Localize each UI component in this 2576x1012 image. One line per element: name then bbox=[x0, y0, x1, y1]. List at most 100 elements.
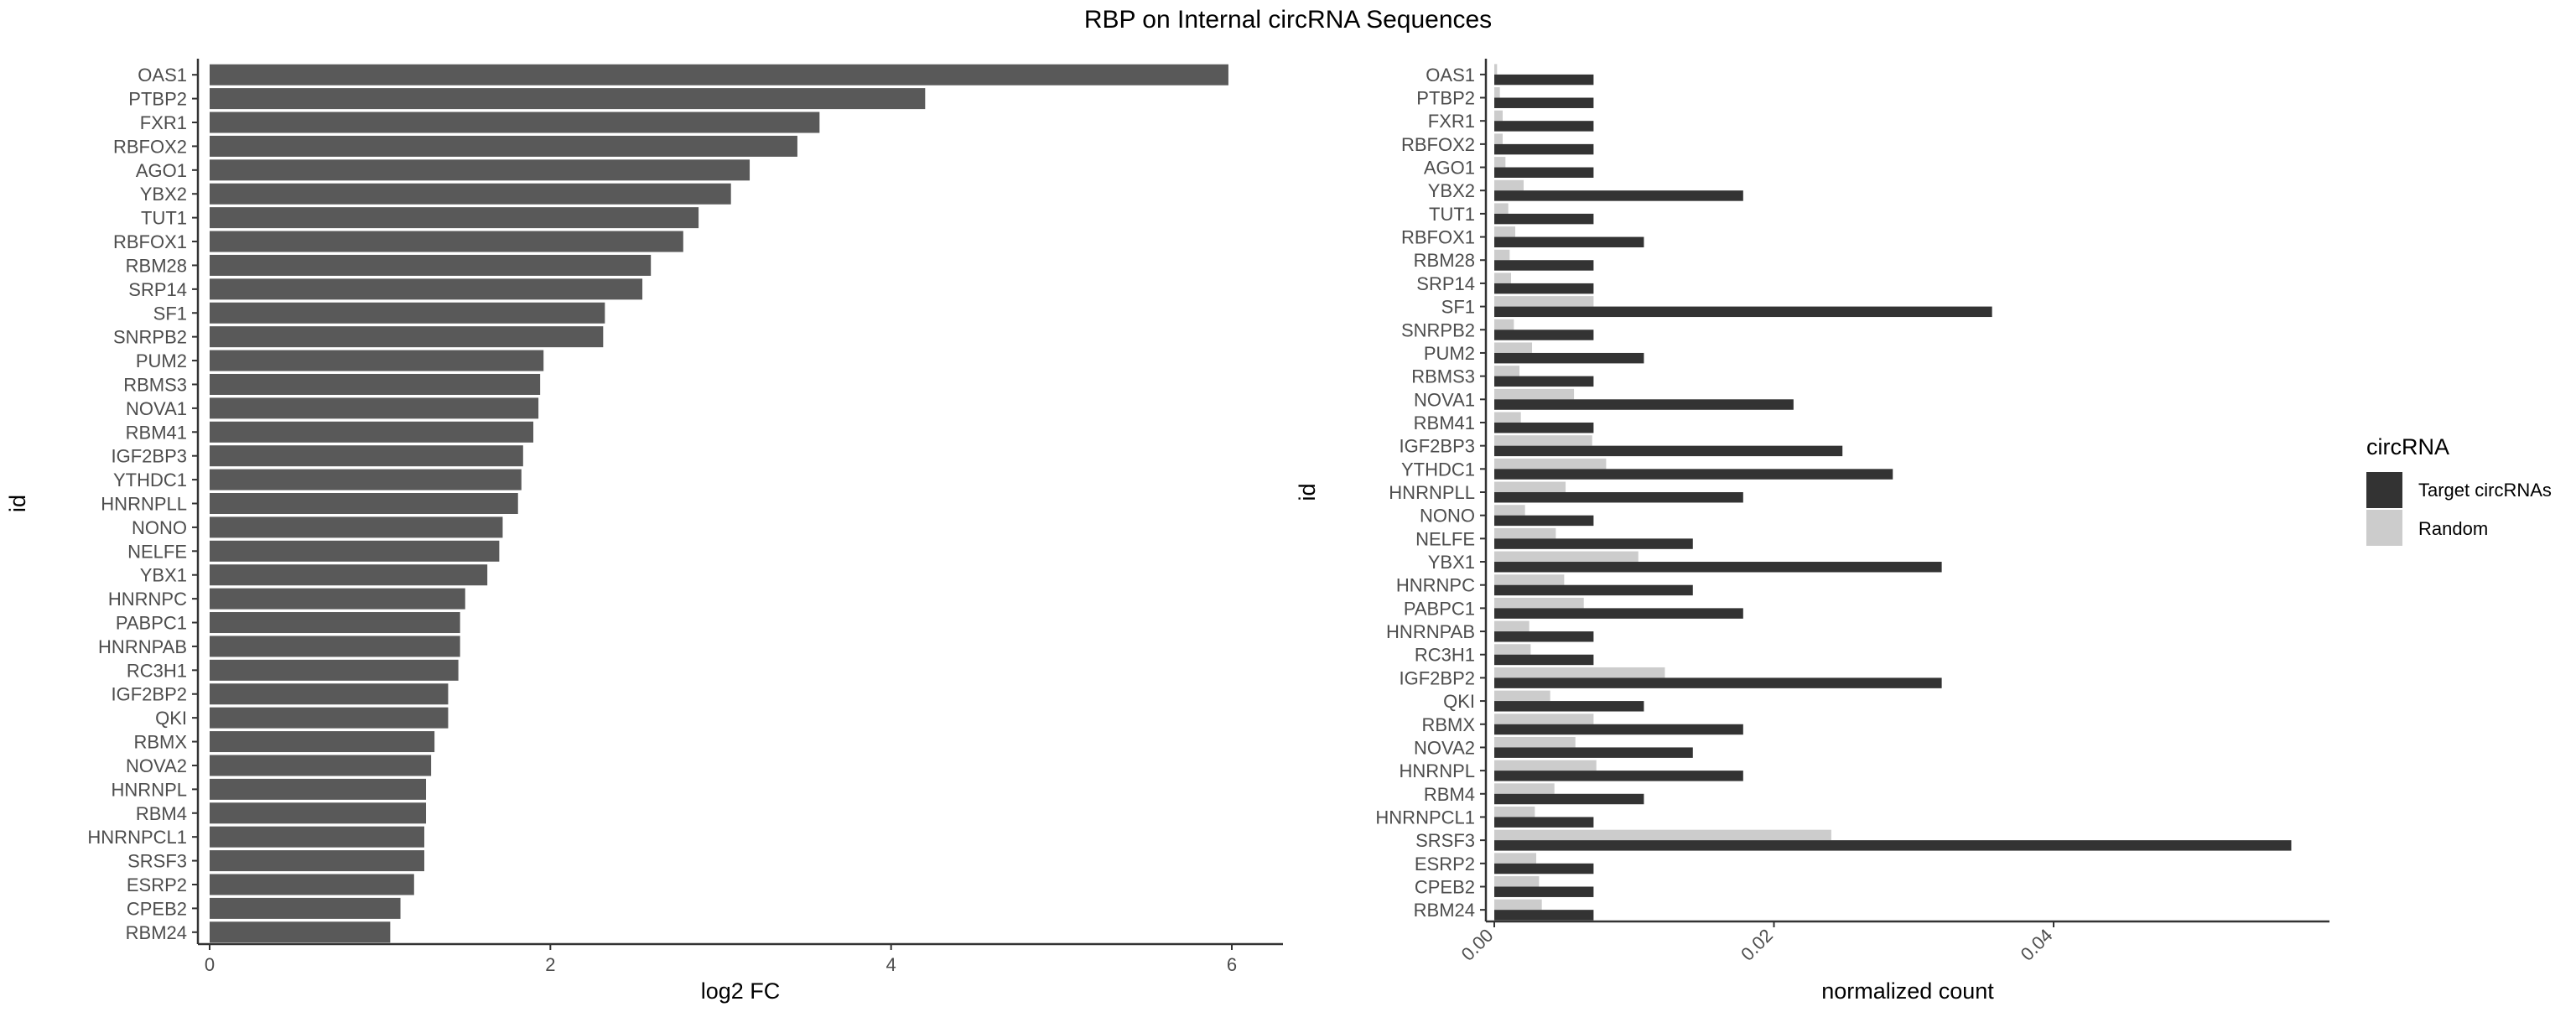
y-tick-label-rc3h1: RC3H1 bbox=[1415, 645, 1475, 666]
bar-target-hnrnpl bbox=[1494, 771, 1743, 781]
legend-title: circRNA bbox=[2366, 434, 2449, 459]
bar-random-oas1 bbox=[1494, 64, 1498, 75]
x-tick-label: 0.04 bbox=[2017, 925, 2057, 965]
bar-qki bbox=[210, 707, 449, 729]
bar-random-rbm4 bbox=[1494, 783, 1555, 794]
bar-random-rbfox1 bbox=[1494, 226, 1516, 237]
y-tick-label-snrpb2: SNRPB2 bbox=[1401, 319, 1475, 340]
left-y-axis-label: id bbox=[5, 495, 30, 512]
y-tick-label-pabpc1: PABPC1 bbox=[1404, 598, 1475, 619]
bar-esrp2 bbox=[210, 874, 414, 895]
y-tick-label-oas1: OAS1 bbox=[1426, 65, 1475, 86]
y-tick-label-srsf3: SRSF3 bbox=[1415, 830, 1475, 851]
y-tick-label-ythdc1: YTHDC1 bbox=[1401, 459, 1475, 480]
right-y-axis-label: id bbox=[1295, 483, 1320, 501]
bar-target-ybx2 bbox=[1494, 190, 1743, 201]
bar-target-ptbp2 bbox=[1494, 97, 1594, 108]
bar-random-hnrnpab bbox=[1494, 620, 1530, 632]
y-tick-label-igf2bp2: IGF2BP2 bbox=[112, 684, 187, 705]
y-tick-label-fxr1: FXR1 bbox=[1428, 111, 1475, 132]
bar-random-esrp2 bbox=[1494, 853, 1537, 864]
y-tick-label-nova2: NOVA2 bbox=[126, 755, 187, 776]
bar-target-fxr1 bbox=[1494, 121, 1594, 132]
x-tick-label: 6 bbox=[1227, 954, 1237, 975]
bar-random-qki bbox=[1494, 690, 1550, 702]
bar-target-sf1 bbox=[1494, 306, 1992, 318]
bar-random-nova1 bbox=[1494, 388, 1575, 400]
bar-target-hnrnpcl1 bbox=[1494, 817, 1594, 828]
bar-random-fxr1 bbox=[1494, 110, 1504, 122]
bar-target-rbms3 bbox=[1494, 376, 1594, 387]
bar-random-nova2 bbox=[1494, 736, 1576, 748]
y-tick-label-rbm41: RBM41 bbox=[126, 422, 187, 443]
right-x-axis-label: normalized count bbox=[1821, 978, 1994, 1004]
bar-target-nova1 bbox=[1494, 399, 1794, 410]
bar-srsf3 bbox=[210, 850, 424, 872]
y-tick-label-hnrnpll: HNRNPLL bbox=[1389, 482, 1475, 503]
right-x-ticks: 0.00 0.02 0.04 bbox=[1457, 921, 2057, 965]
y-tick-label-nelfe: NELFE bbox=[1415, 528, 1475, 549]
y-tick-label-pabpc1: PABPC1 bbox=[116, 613, 187, 634]
y-tick-label-nova1: NOVA1 bbox=[126, 398, 187, 419]
bar-random-srsf3 bbox=[1494, 829, 1831, 841]
y-tick-label-hnrnpc: HNRNPC bbox=[1396, 575, 1475, 596]
bar-hnrnpc bbox=[210, 588, 465, 610]
y-tick-label-rbfox1: RBFOX1 bbox=[1401, 227, 1475, 248]
bar-random-ybx1 bbox=[1494, 551, 1639, 563]
bar-target-rbm41 bbox=[1494, 422, 1594, 433]
y-tick-label-hnrnpcl1: HNRNPCL1 bbox=[1375, 807, 1475, 828]
bar-target-pum2 bbox=[1494, 352, 1644, 364]
y-tick-label-qki: QKI bbox=[155, 708, 187, 729]
bar-random-tut1 bbox=[1494, 203, 1509, 214]
y-tick-label-srsf3: SRSF3 bbox=[127, 851, 187, 872]
y-tick-label-ybx1: YBX1 bbox=[140, 565, 187, 586]
bar-snrpb2 bbox=[210, 326, 604, 348]
bar-ago1 bbox=[210, 159, 750, 181]
y-tick-label-nova2: NOVA2 bbox=[1414, 737, 1475, 758]
y-tick-label-rbm28: RBM28 bbox=[126, 255, 187, 276]
bar-target-esrp2 bbox=[1494, 863, 1594, 874]
bar-random-srp14 bbox=[1494, 272, 1512, 283]
bar-target-igf2bp3 bbox=[1494, 445, 1843, 457]
bar-target-rbmx bbox=[1494, 724, 1743, 735]
bar-target-tut1 bbox=[1494, 213, 1594, 225]
y-tick-label-ptbp2: PTBP2 bbox=[1416, 88, 1475, 109]
y-tick-label-tut1: TUT1 bbox=[141, 208, 187, 229]
y-tick-label-srp14: SRP14 bbox=[1416, 273, 1475, 294]
y-tick-label-fxr1: FXR1 bbox=[140, 112, 187, 133]
y-tick-label-sf1: SF1 bbox=[1441, 297, 1475, 318]
bar-target-hnrnpll bbox=[1494, 492, 1743, 503]
y-tick-label-nono: NONO bbox=[1420, 506, 1475, 527]
y-tick-label-rbm41: RBM41 bbox=[1414, 413, 1475, 433]
y-tick-label-rbms3: RBMS3 bbox=[1411, 366, 1475, 387]
bar-target-igf2bp2 bbox=[1494, 677, 1942, 688]
bar-target-nelfe bbox=[1494, 538, 1693, 549]
y-tick-label-rbms3: RBMS3 bbox=[123, 374, 187, 395]
bar-target-snrpb2 bbox=[1494, 330, 1594, 340]
bar-rbm24 bbox=[210, 921, 391, 943]
left-x-ticks: 0 2 4 6 bbox=[205, 944, 1237, 975]
bar-rbmx bbox=[210, 731, 435, 753]
y-tick-label-igf2bp3: IGF2BP3 bbox=[1400, 436, 1475, 457]
left-bars bbox=[210, 64, 1228, 943]
right-bars bbox=[1494, 64, 2292, 921]
y-tick-label-rbm24: RBM24 bbox=[126, 922, 187, 943]
bar-random-igf2bp2 bbox=[1494, 667, 1665, 678]
bar-target-qki bbox=[1494, 701, 1644, 712]
bar-hnrnpl bbox=[210, 778, 427, 800]
bar-rbfox1 bbox=[210, 231, 683, 252]
y-tick-label-hnrnpab: HNRNPAB bbox=[1386, 621, 1475, 642]
y-tick-label-ythdc1: YTHDC1 bbox=[113, 470, 187, 490]
bar-random-ythdc1 bbox=[1494, 458, 1607, 470]
y-tick-label-hnrnpl: HNRNPL bbox=[1400, 760, 1475, 781]
y-tick-label-snrpb2: SNRPB2 bbox=[113, 327, 187, 348]
x-tick-label: 0 bbox=[205, 954, 215, 975]
bar-nelfe bbox=[210, 540, 500, 562]
y-tick-label-ago1: AGO1 bbox=[136, 160, 187, 181]
y-tick-label-igf2bp3: IGF2BP3 bbox=[112, 446, 187, 467]
bar-rbms3 bbox=[210, 373, 541, 395]
y-tick-label-pum2: PUM2 bbox=[1424, 343, 1475, 364]
y-tick-label-rbm4: RBM4 bbox=[1424, 784, 1475, 805]
